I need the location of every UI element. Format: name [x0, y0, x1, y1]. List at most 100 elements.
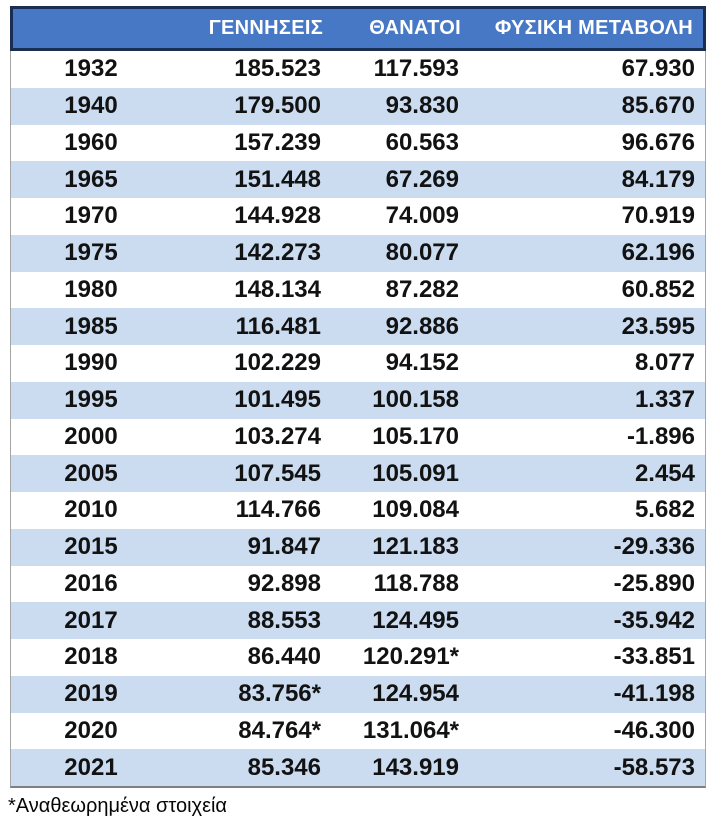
cell-year: 2019	[64, 680, 118, 708]
cell-deaths: 94.152	[385, 349, 459, 377]
cell-deaths: 143.919	[372, 753, 459, 781]
table-row: 1960 157.239 60.563 96.676	[11, 124, 705, 162]
cell-deaths: 74.009	[385, 202, 459, 230]
cell-year: 1960	[64, 128, 118, 156]
cell-year: 2021	[64, 753, 118, 781]
cell-natural-change: -58.573	[613, 753, 695, 781]
cell-natural-change: 2.454	[634, 459, 695, 487]
cell-births: 107.545	[234, 459, 321, 487]
cell-deaths: 80.077	[385, 239, 459, 267]
table-header-row: ΓΕΝΝΗΣΕΙΣ ΘΑΝΑΤΟΙ ΦΥΣΙΚΗ ΜΕΤΑΒΟΛΗ	[10, 6, 706, 51]
cell-deaths: 93.830	[385, 92, 459, 120]
cell-deaths: 131.064*	[362, 716, 459, 744]
table-row: 1995 101.495 100.158 1.337	[11, 381, 705, 419]
table-row: 1932 185.523 117.593 67.930	[11, 51, 705, 88]
cell-deaths: 124.954	[372, 680, 459, 708]
cell-births: 91.847	[247, 533, 321, 561]
cell-deaths: 124.495	[372, 606, 459, 634]
cell-year: 1932	[64, 55, 118, 83]
cell-year: 1965	[64, 165, 118, 193]
cell-births: 84.764*	[238, 716, 321, 744]
cell-deaths: 118.788	[373, 569, 459, 597]
cell-natural-change: -46.300	[613, 716, 695, 744]
table-row: 1970 144.928 74.009 70.919	[11, 198, 705, 235]
cell-births: 114.766	[235, 496, 321, 524]
cell-births: 88.553	[247, 606, 321, 634]
cell-births: 86.440	[247, 643, 321, 671]
cell-births: 148.134	[234, 275, 321, 303]
table-row: 1940 179.500 93.830 85.670	[11, 87, 705, 125]
cell-births: 102.229	[234, 349, 321, 377]
cell-natural-change: 23.595	[621, 312, 695, 340]
header-deaths: ΘΑΝΑΤΟΙ	[369, 17, 461, 39]
cell-year: 2018	[64, 643, 118, 671]
cell-deaths: 92.886	[385, 312, 459, 340]
cell-natural-change: -29.336	[613, 533, 695, 561]
cell-year: 2016	[64, 569, 118, 597]
cell-births: 85.346	[247, 753, 321, 781]
cell-natural-change: -25.890	[613, 569, 695, 597]
cell-births: 144.928	[234, 202, 321, 230]
cell-natural-change: 60.852	[621, 275, 695, 303]
table-row: 2015 91.847 121.183 -29.336	[11, 528, 705, 566]
header-natural-change: ΦΥΣΙΚΗ ΜΕΤΑΒΟΛΗ	[494, 17, 693, 39]
table-row: 2005 107.545 105.091 2.454	[11, 455, 705, 492]
cell-natural-change: -41.198	[613, 680, 695, 708]
cell-year: 2005	[64, 459, 118, 487]
cell-births: 116.481	[235, 312, 321, 340]
table-row: 1990 102.229 94.152 8.077	[11, 345, 705, 382]
cell-deaths: 117.593	[373, 55, 459, 83]
cell-year: 1940	[64, 92, 118, 120]
table-row: 2016 92.898 118.788 -25.890	[11, 565, 705, 603]
cell-year: 2015	[64, 533, 118, 561]
cell-deaths: 120.291*	[362, 643, 459, 671]
cell-births: 101.495	[234, 386, 321, 414]
vital-statistics-table: ΓΕΝΝΗΣΕΙΣ ΘΑΝΑΤΟΙ ΦΥΣΙΚΗ ΜΕΤΑΒΟΛΗ 1932 18…	[10, 6, 706, 788]
cell-natural-change: 67.930	[621, 55, 695, 83]
table-row: 2010 114.766 109.084 5.682	[11, 492, 705, 529]
cell-births: 142.273	[234, 239, 321, 267]
cell-year: 1985	[64, 312, 118, 340]
header-births: ΓΕΝΝΗΣΕΙΣ	[208, 17, 323, 39]
cell-births: 83.756*	[238, 680, 321, 708]
table-row: 2017 88.553 124.495 -35.942	[11, 602, 705, 639]
cell-births: 103.274	[234, 422, 321, 450]
table-row: 1965 151.448 67.269 84.179	[11, 161, 705, 198]
table-row: 1975 142.273 80.077 62.196	[11, 234, 705, 272]
cell-natural-change: 96.676	[621, 128, 695, 156]
cell-year: 2010	[64, 496, 118, 524]
cell-deaths: 87.282	[385, 275, 459, 303]
cell-births: 151.448	[234, 165, 321, 193]
cell-deaths: 105.091	[372, 459, 459, 487]
cell-deaths: 121.183	[372, 533, 459, 561]
table-row: 2021 85.346 143.919 -58.573	[11, 749, 705, 786]
cell-natural-change: 5.682	[634, 496, 695, 524]
cell-year: 1975	[64, 239, 118, 267]
cell-year: 2000	[64, 422, 118, 450]
cell-year: 2017	[64, 606, 118, 634]
cell-births: 92.898	[247, 569, 321, 597]
cell-natural-change: 1.337	[634, 386, 695, 414]
cell-births: 157.239	[234, 128, 321, 156]
table-row: 2020 84.764* 131.064* -46.300	[11, 712, 705, 750]
cell-deaths: 60.563	[385, 128, 459, 156]
cell-births: 179.500	[234, 92, 321, 120]
cell-natural-change: 85.670	[621, 92, 695, 120]
table-row: 1980 148.134 87.282 60.852	[11, 271, 705, 309]
cell-deaths: 105.170	[372, 422, 459, 450]
cell-natural-change: 8.077	[634, 349, 695, 377]
revised-data-footnote: *Αναθεωρημένα στοιχεία	[8, 795, 227, 817]
cell-natural-change: -33.851	[613, 643, 695, 671]
cell-births: 185.523	[234, 55, 321, 83]
table-row: 2018 86.440 120.291* -33.851	[11, 639, 705, 676]
cell-year: 1995	[64, 386, 118, 414]
cell-deaths: 100.158	[372, 386, 459, 414]
cell-natural-change: -1.896	[626, 422, 695, 450]
cell-natural-change: 84.179	[621, 165, 695, 193]
cell-year: 1980	[64, 275, 118, 303]
cell-year: 1990	[64, 349, 118, 377]
cell-year: 1970	[64, 202, 118, 230]
cell-year: 2020	[64, 716, 118, 744]
table-row: 1985 116.481 92.886 23.595	[11, 308, 705, 345]
